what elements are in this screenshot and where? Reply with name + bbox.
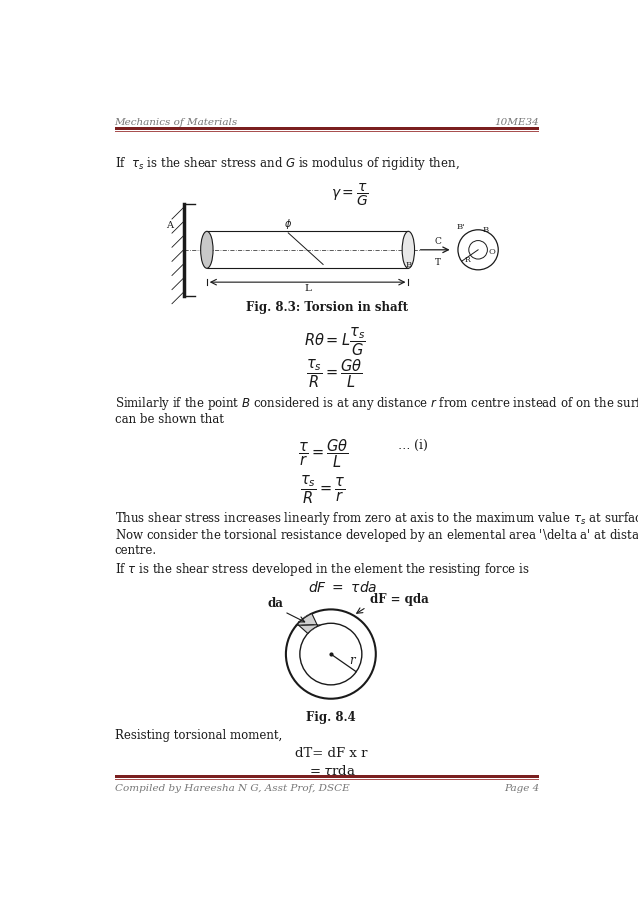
Text: Fig. 8.4: Fig. 8.4 — [306, 710, 356, 723]
Text: If  $\tau_s$ is the shear stress and $G$ is modulus of rigidity then,: If $\tau_s$ is the shear stress and $G$ … — [115, 154, 459, 171]
Text: B: B — [405, 261, 412, 269]
Text: $R\theta = L\dfrac{\tau_s}{G}$: $R\theta = L\dfrac{\tau_s}{G}$ — [304, 325, 366, 357]
Text: dT= dF x r: dT= dF x r — [295, 747, 367, 759]
Text: If $\tau$ is the shear stress developed in the element the resisting force is: If $\tau$ is the shear stress developed … — [115, 560, 530, 577]
Text: $\gamma = \dfrac{\tau}{G}$: $\gamma = \dfrac{\tau}{G}$ — [331, 181, 369, 207]
Text: Mechanics of Materials: Mechanics of Materials — [115, 118, 238, 127]
Bar — [115, 132, 539, 133]
Text: can be shown that: can be shown that — [115, 413, 223, 426]
Text: L: L — [304, 283, 311, 292]
Text: O: O — [489, 248, 496, 255]
Text: Compiled by Hareesha N G, Asst Prof, DSCE: Compiled by Hareesha N G, Asst Prof, DSC… — [115, 783, 350, 792]
Text: C: C — [434, 236, 441, 245]
Text: Fig. 8.3: Torsion in shaft: Fig. 8.3: Torsion in shaft — [246, 300, 408, 314]
Text: $\dfrac{\tau_s}{R} = \dfrac{\tau}{r}$: $\dfrac{\tau_s}{R} = \dfrac{\tau}{r}$ — [300, 474, 346, 506]
Bar — [115, 779, 539, 780]
Text: B: B — [483, 226, 489, 234]
Text: da: da — [267, 596, 283, 610]
Text: $\ldots$ (i): $\ldots$ (i) — [397, 437, 428, 453]
Text: B': B' — [456, 223, 465, 231]
Text: $\dfrac{\tau_s}{R} = \dfrac{G\theta}{L}$: $\dfrac{\tau_s}{R} = \dfrac{G\theta}{L}$ — [306, 357, 363, 390]
Text: dF = qda: dF = qda — [369, 593, 428, 606]
Bar — [115, 775, 539, 778]
Text: $\phi$: $\phi$ — [284, 216, 292, 231]
Wedge shape — [297, 614, 318, 634]
Text: r: r — [350, 654, 355, 667]
Ellipse shape — [200, 232, 213, 269]
Text: R: R — [464, 256, 470, 264]
Text: Thus shear stress increases linearly from zero at axis to the maximum value $\ta: Thus shear stress increases linearly fro… — [115, 510, 638, 527]
Text: A: A — [166, 220, 173, 229]
Text: Resisting torsional moment,: Resisting torsional moment, — [115, 728, 282, 741]
Text: $dF\ =\ \tau da$: $dF\ =\ \tau da$ — [308, 580, 377, 594]
Text: 10ME34: 10ME34 — [494, 118, 539, 127]
Text: Now consider the torsional resistance developed by an elemental area '\delta a' : Now consider the torsional resistance de… — [115, 527, 638, 544]
Ellipse shape — [402, 232, 415, 269]
Bar — [115, 128, 539, 132]
Text: Page 4: Page 4 — [504, 783, 539, 792]
Bar — [207, 232, 408, 269]
Text: Similarly if the point $B$ considered is at any distance $r$ from centre instead: Similarly if the point $B$ considered is… — [115, 394, 638, 411]
Text: T: T — [434, 257, 441, 266]
Text: $= \tau$rda: $= \tau$rda — [306, 764, 355, 778]
Text: $\dfrac{\tau}{r} = \dfrac{G\theta}{L}$: $\dfrac{\tau}{r} = \dfrac{G\theta}{L}$ — [298, 437, 348, 470]
Text: centre.: centre. — [115, 544, 157, 557]
